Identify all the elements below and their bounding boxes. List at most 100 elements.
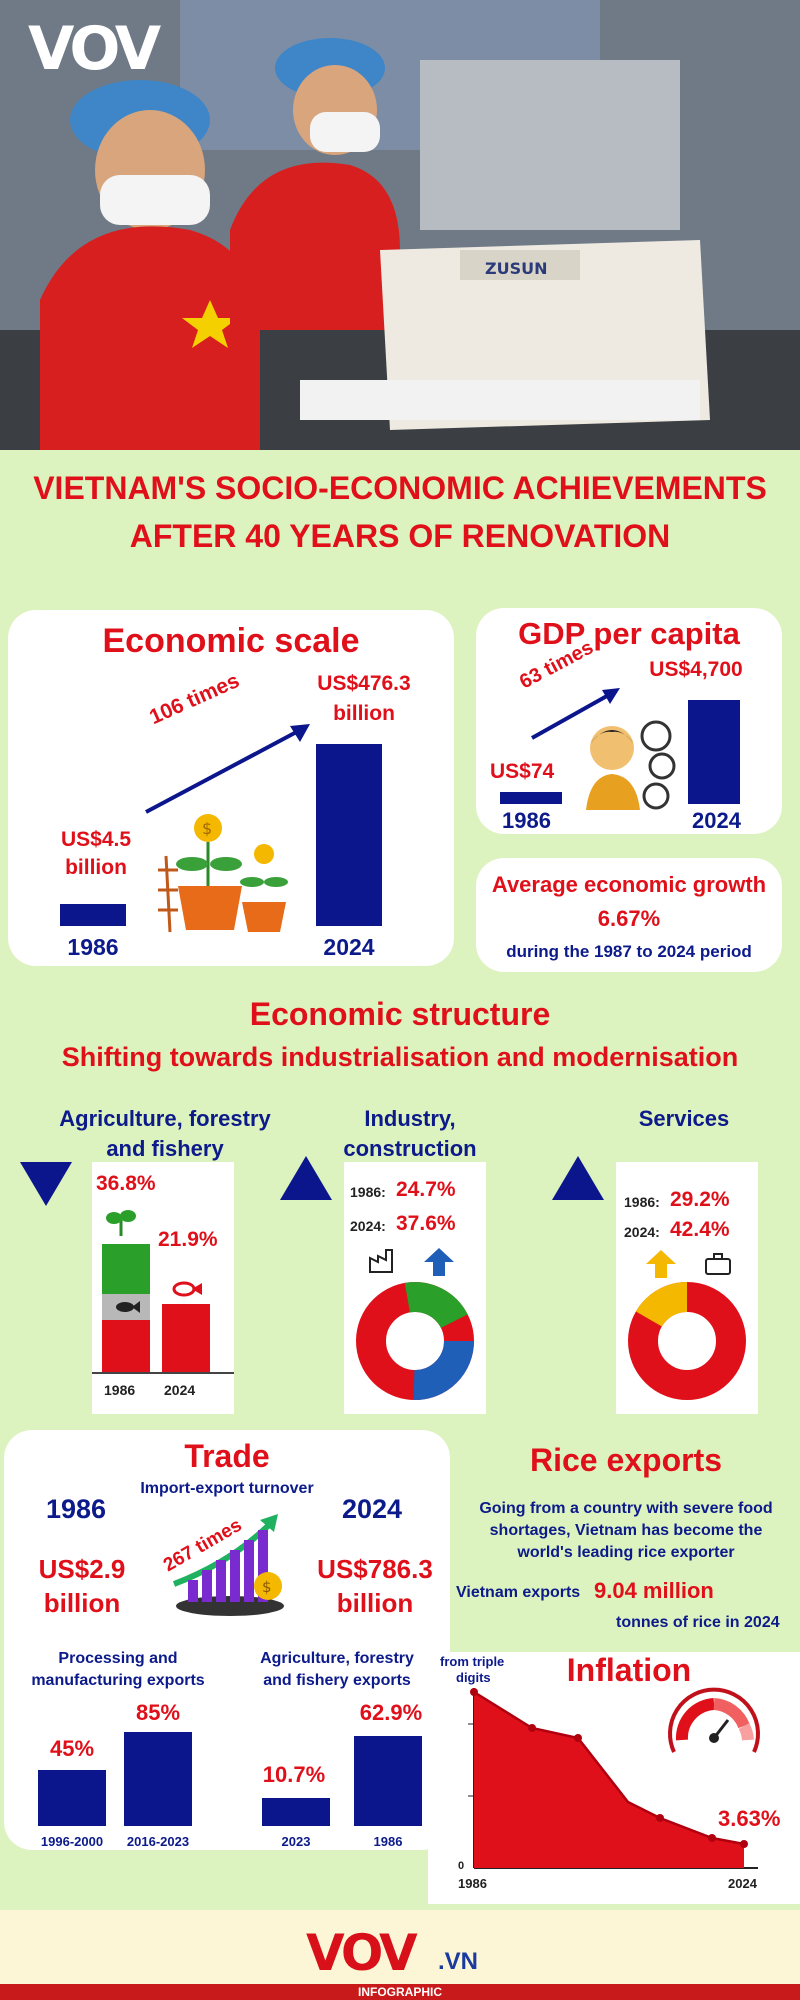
agriculture-year-2024: 2024 [164, 1382, 196, 1398]
gdp-2024-year: 2024 [692, 808, 741, 833]
structure-heading: Economic structure [249, 996, 551, 1032]
processing-period-a: 1996-2000 [40, 1834, 104, 1849]
gdp-2024-bar [688, 700, 740, 804]
inflation-year-start: 1986 [458, 1876, 487, 1891]
trade-turnover-label: Import-export turnover [140, 1480, 314, 1497]
industry-1986-label: 1986: [350, 1184, 386, 1200]
trade-1986-year: 1986 [46, 1494, 107, 1524]
fish-icon [116, 1301, 140, 1313]
trade-2024-year: 2024 [342, 1494, 403, 1524]
agriculture-decrease-arrow [20, 1162, 72, 1206]
agriculture-2024-value: 21.9% [158, 1228, 218, 1251]
industry-panel: 1986: 24.7% 2024: 37.6% [344, 1162, 486, 1414]
agri-exports-bar-b [354, 1736, 422, 1826]
rice-heading: Rice exports [529, 1442, 723, 1478]
factory-icon [369, 1249, 393, 1273]
gdp-2024-value: US$4,700 [649, 658, 743, 681]
dollar-plant-icon: $ [158, 814, 288, 933]
services-2024-value: 42.4% [670, 1218, 730, 1241]
scale-1986-unit: billion [65, 856, 127, 879]
rice-desc-line3: world's leading rice exporter [517, 1544, 735, 1561]
agriculture-label-line2: and fishery [106, 1136, 224, 1161]
processing-label-line2: manufacturing exports [31, 1672, 205, 1689]
inflation-panel: from triple digits Inflation 3.63% 0 198… [428, 1652, 800, 1904]
growth-heading: Average economic growth [491, 872, 767, 897]
agriculture-1986-bar-green [102, 1244, 150, 1294]
inflation-end-value: 3.63% [718, 1806, 781, 1831]
growth-period: during the 1987 to 2024 period [506, 942, 752, 961]
agri-exports-label-line1: Agriculture, forestry [260, 1650, 414, 1667]
rice-desc-line1: Going from a country with severe food [479, 1500, 773, 1517]
svg-text:$: $ [202, 819, 212, 838]
scale-2024-value: US$476.3 [317, 672, 411, 695]
growth-value: 6.67% [597, 906, 661, 931]
processing-period-b: 2016-2023 [126, 1834, 190, 1849]
footer-logo-suffix: .VN [438, 1948, 479, 1975]
industry-donut [356, 1282, 474, 1400]
gdp-1986-value: US$74 [490, 760, 555, 783]
industry-label-line2: construction [343, 1136, 477, 1161]
rice-exports-unit: tonnes of rice in 2024 [616, 1614, 780, 1631]
fish-icon-red [172, 1281, 202, 1297]
processing-value-b: 85% [135, 1700, 181, 1725]
inflation-start-label-line2: digits [456, 1670, 491, 1685]
growth-card: Average economic growth 6.67% during the… [476, 858, 782, 972]
agriculture-1986-bar-red [102, 1320, 150, 1372]
scale-1986-bar [60, 904, 126, 926]
gauge-icon [668, 1687, 760, 1753]
gdp-heading: GDP per capita [518, 616, 740, 651]
machine-brand: ZUSUN [485, 259, 548, 278]
scale-2024-year: 2024 [323, 934, 375, 960]
processing-bar-b [124, 1732, 192, 1826]
trade-card: Trade Import-export turnover 1986 2024 U… [4, 1430, 450, 1850]
gdp-growth-arrow [531, 688, 620, 740]
agri-exports-bar-a [262, 1798, 330, 1826]
economic-scale-card: Economic scale US$4.5 billion 1986 US$47… [8, 610, 454, 966]
agri-exports-value-a: 10.7% [262, 1762, 326, 1787]
trade-heading: Trade [184, 1438, 270, 1474]
agriculture-label-line1: Agriculture, forestry [59, 1106, 271, 1131]
trade-2024-value: US$786.3 [317, 1554, 433, 1584]
services-donut [628, 1282, 746, 1400]
services-1986-label: 1986: [624, 1194, 660, 1210]
rice-exports-label: Vietnam exports [456, 1584, 581, 1601]
inflation-chart [468, 1688, 758, 1869]
person-analytics-icon [586, 720, 676, 810]
industry-1986-value: 24.7% [396, 1178, 456, 1201]
sprout-icon [106, 1210, 136, 1236]
scale-1986-value: US$4.5 [60, 828, 132, 851]
gdp-1986-year: 1986 [502, 808, 551, 833]
trade-1986-value: US$2.9 [38, 1554, 126, 1584]
processing-value-a: 45% [49, 1736, 95, 1761]
services-panel: 1986: 29.2% 2024: 42.4% [616, 1162, 758, 1414]
agriculture-1986-value: 36.8% [96, 1172, 156, 1195]
vov-logo: VOV [28, 14, 161, 84]
industry-2024-value: 37.6% [396, 1212, 456, 1235]
trade-1986-unit: billion [43, 1588, 121, 1618]
rice-exports-value: 9.04 million [594, 1578, 714, 1603]
svg-text:$: $ [262, 1578, 272, 1596]
arrow-up-icon [646, 1250, 676, 1278]
structure-subheading: Shifting towards industrialisation and m… [61, 1042, 739, 1072]
agri-exports-label-line2: and fishery exports [263, 1672, 411, 1689]
agri-exports-period-a: 2023 [281, 1834, 311, 1849]
services-1986-value: 29.2% [670, 1188, 730, 1211]
industry-label-line1: Industry, [364, 1106, 456, 1131]
inflation-year-end: 2024 [728, 1876, 757, 1891]
industry-increase-arrow [280, 1156, 332, 1200]
garment-workers-photo: ZUSUN [0, 0, 800, 450]
scale-2024-bar [316, 744, 382, 926]
hero-photo: ZUSUN VOV [0, 0, 800, 450]
rice-desc-line2: shortages, Vietnam has become the [489, 1522, 763, 1539]
gdp-per-capita-card: GDP per capita US$74 1986 US$4,700 2024 … [476, 608, 782, 834]
processing-label-line1: Processing and [58, 1650, 178, 1667]
footer: VOV .VN INFOGRAPHIC [0, 1910, 800, 2000]
trade-2024-unit: billion [336, 1588, 414, 1618]
services-increase-arrow [552, 1156, 604, 1200]
footer-logo-main: VOV [306, 1924, 418, 1982]
scale-2024-unit: billion [333, 702, 395, 725]
arrow-up-icon [424, 1248, 454, 1276]
inflation-start-label-line1: from triple [440, 1654, 505, 1669]
services-2024-label: 2024: [624, 1224, 660, 1240]
footer-tag: INFOGRAPHIC [358, 1985, 442, 1999]
